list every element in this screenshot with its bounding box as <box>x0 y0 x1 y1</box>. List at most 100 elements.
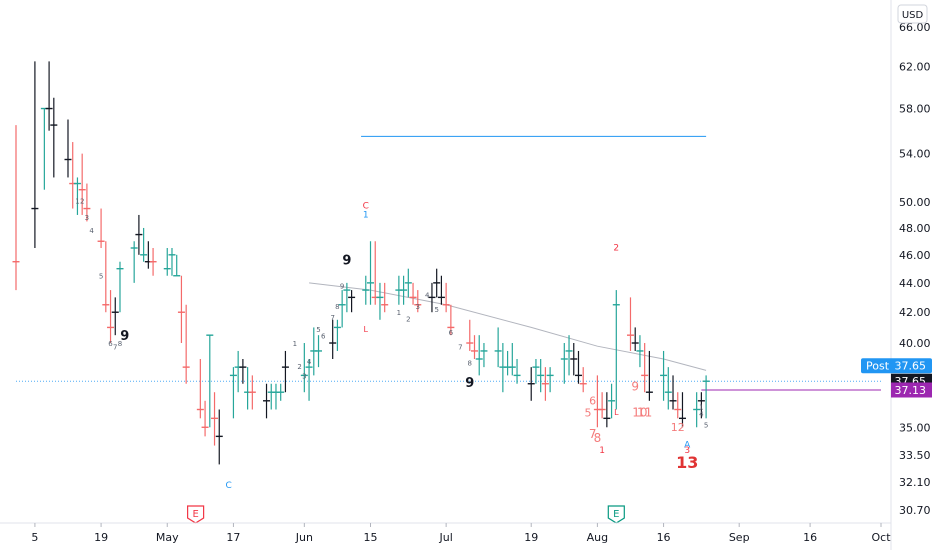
candle[interactable] <box>428 282 436 313</box>
candle[interactable] <box>239 358 247 384</box>
candle[interactable] <box>527 367 535 401</box>
candle[interactable] <box>215 409 223 465</box>
candle[interactable] <box>73 177 81 215</box>
chart-annotation: C <box>226 481 232 491</box>
candle[interactable] <box>608 383 616 419</box>
candle[interactable] <box>603 392 611 428</box>
candle[interactable] <box>570 343 578 376</box>
candle[interactable] <box>348 290 356 313</box>
candle[interactable] <box>277 383 285 401</box>
candle[interactable] <box>97 208 105 248</box>
candle[interactable] <box>678 392 686 428</box>
candle[interactable] <box>12 125 20 291</box>
candle[interactable] <box>574 350 582 384</box>
candle[interactable] <box>168 247 176 276</box>
candle[interactable] <box>211 392 219 446</box>
candle[interactable] <box>116 261 124 313</box>
candle[interactable] <box>674 392 682 419</box>
candle[interactable] <box>149 247 157 276</box>
candle[interactable] <box>669 375 677 410</box>
candle[interactable] <box>182 304 190 384</box>
candle[interactable] <box>338 290 346 328</box>
candle[interactable] <box>78 153 86 215</box>
candle[interactable] <box>111 297 119 336</box>
chart-annotation: 11 <box>637 406 652 420</box>
candle[interactable] <box>404 268 412 298</box>
candle[interactable] <box>196 358 204 419</box>
candle[interactable] <box>480 343 488 368</box>
time-axis[interactable]: 5 19 May 17 Jun 15 Jul 19 Aug 16 Sep 16 Oct <box>31 523 891 544</box>
candle[interactable] <box>163 247 171 276</box>
candle[interactable] <box>135 214 143 255</box>
candle[interactable] <box>381 282 389 313</box>
candle[interactable] <box>626 297 634 351</box>
candle[interactable] <box>414 290 422 313</box>
candle[interactable] <box>376 282 384 320</box>
candle[interactable] <box>201 400 209 437</box>
candle[interactable] <box>177 275 185 344</box>
candle[interactable] <box>173 254 181 277</box>
candle[interactable] <box>693 392 701 428</box>
candle[interactable] <box>532 358 540 384</box>
candles[interactable] <box>12 61 710 465</box>
candle[interactable] <box>107 290 115 344</box>
candle[interactable] <box>305 358 313 401</box>
candle[interactable] <box>664 367 672 410</box>
chart-annotation: 9 <box>120 329 129 344</box>
candle[interactable] <box>631 327 639 351</box>
currency-button[interactable]: USD <box>897 4 928 24</box>
candle[interactable] <box>513 358 521 384</box>
candle[interactable] <box>702 375 710 419</box>
candle[interactable] <box>494 327 502 368</box>
candle[interactable] <box>102 241 110 313</box>
earnings-marker[interactable]: E <box>187 505 205 524</box>
candle[interactable] <box>263 383 271 419</box>
candle[interactable] <box>248 375 256 410</box>
candle[interactable] <box>409 282 417 305</box>
candle[interactable] <box>50 97 58 178</box>
candle[interactable] <box>64 119 72 178</box>
candle[interactable] <box>333 319 341 351</box>
candle[interactable] <box>300 343 308 393</box>
candle[interactable] <box>45 61 53 131</box>
candle[interactable] <box>508 343 516 376</box>
candle[interactable] <box>541 367 549 401</box>
candle[interactable] <box>466 319 474 351</box>
candle[interactable] <box>447 304 455 336</box>
candle[interactable] <box>343 282 351 313</box>
candle[interactable] <box>437 275 445 305</box>
candle[interactable] <box>400 275 408 305</box>
candle[interactable] <box>565 335 573 376</box>
candle[interactable] <box>140 227 148 262</box>
candle[interactable] <box>612 290 620 410</box>
candle[interactable] <box>697 392 705 419</box>
candle[interactable] <box>433 268 441 298</box>
candle[interactable] <box>281 350 289 393</box>
candle[interactable] <box>560 343 568 384</box>
candle[interactable] <box>367 241 375 305</box>
candle[interactable] <box>598 392 606 419</box>
candle[interactable] <box>641 343 649 393</box>
price-axis[interactable]: 30.7032.1033.5035.0037.0040.0042.0044.00… <box>899 21 931 517</box>
candle[interactable] <box>315 335 323 368</box>
candle[interactable] <box>546 367 554 393</box>
candle[interactable] <box>206 334 214 428</box>
candle[interactable] <box>83 183 91 222</box>
candle[interactable] <box>636 335 644 368</box>
candle[interactable] <box>442 282 450 313</box>
candle[interactable] <box>537 358 545 393</box>
candle[interactable] <box>470 335 478 359</box>
chart-annotation: 5 <box>584 407 591 420</box>
candle[interactable] <box>579 367 587 393</box>
candle[interactable] <box>229 367 237 419</box>
earnings-marker[interactable]: E <box>607 505 625 524</box>
candle[interactable] <box>362 275 370 305</box>
candle[interactable] <box>130 241 138 283</box>
candle[interactable] <box>660 350 668 401</box>
candle[interactable] <box>645 350 653 401</box>
candle[interactable] <box>475 335 483 376</box>
candle[interactable] <box>329 319 337 359</box>
candle[interactable] <box>31 61 39 248</box>
